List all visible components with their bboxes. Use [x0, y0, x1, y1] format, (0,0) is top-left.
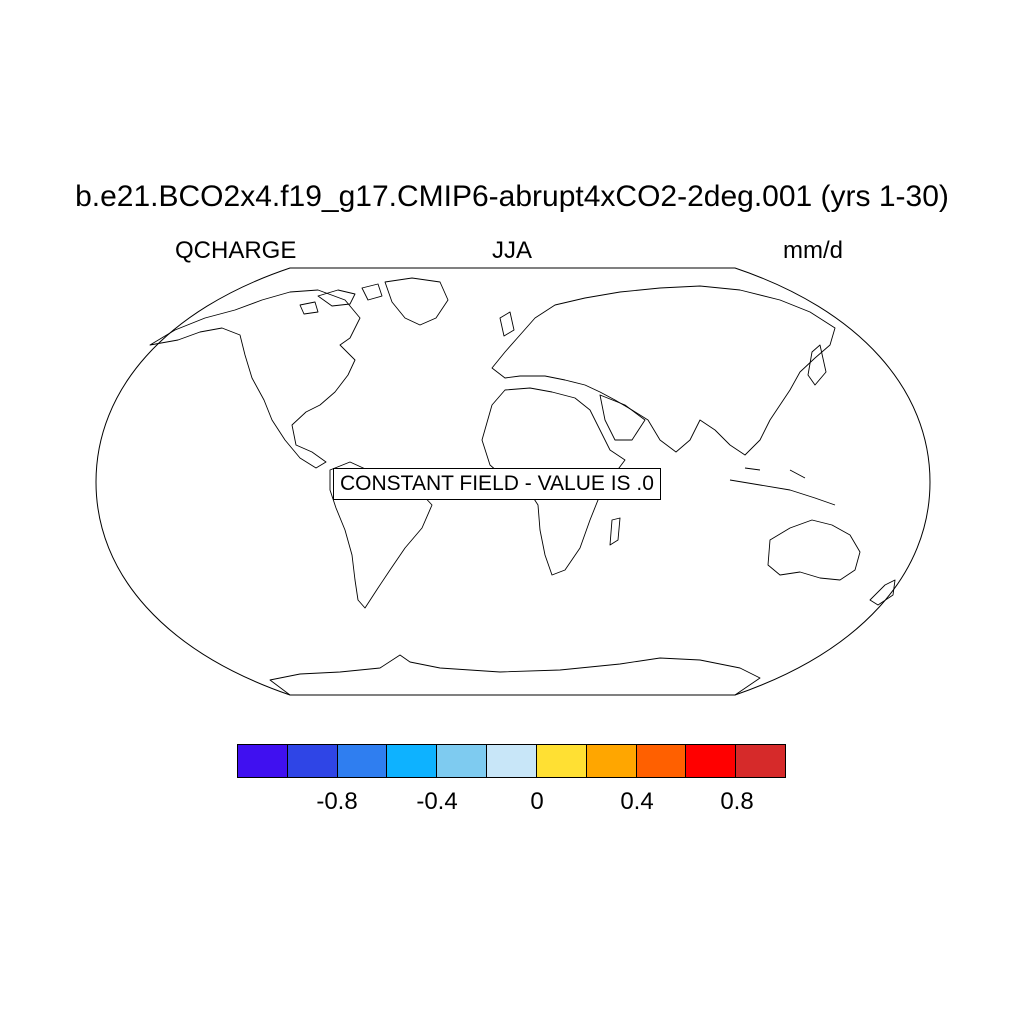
coastline-uk — [499, 311, 515, 337]
colorbar-tick: -0.8 — [316, 788, 358, 815]
constant-field-message: CONSTANT FIELD - VALUE IS .0 — [333, 468, 661, 500]
coastline-japan — [807, 344, 827, 386]
colorbar-tick: -0.4 — [416, 788, 458, 815]
coastline-arabia — [599, 394, 646, 441]
colorbar-tick: 0 — [530, 788, 544, 815]
units-label: mm/d — [783, 237, 843, 264]
colorbar-tick: 0.8 — [720, 788, 754, 815]
colorbar — [237, 744, 786, 778]
colorbar-box — [386, 744, 438, 778]
coastline-new-zealand — [869, 579, 896, 606]
colorbar-box — [735, 744, 786, 778]
colorbar-box — [535, 744, 587, 778]
colorbar-box — [336, 744, 388, 778]
coastline-north-america — [149, 289, 361, 469]
colorbar-box — [486, 744, 537, 778]
colorbar-box — [286, 744, 338, 778]
colorbar-tick: 0.4 — [620, 788, 654, 815]
coastline-eurasia — [491, 285, 836, 456]
colorbar-box — [635, 744, 687, 778]
coastline-arctic-islands — [299, 283, 383, 315]
variable-label: QCHARGE — [175, 237, 297, 264]
colorbar-box — [585, 744, 637, 778]
figure-title: b.e21.BCO2x4.f19_g17.CMIP6-abrupt4xCO2-2… — [75, 180, 949, 213]
coastline-greenland — [384, 277, 449, 326]
colorbar-box — [237, 744, 288, 778]
coastline-antarctica — [269, 654, 761, 696]
coastline-australia — [767, 519, 861, 581]
colorbar-box — [436, 744, 488, 778]
season-label: JJA — [491, 237, 532, 264]
coastline-indonesia — [729, 467, 836, 506]
coastline-madagascar — [609, 517, 621, 546]
colorbar-box — [685, 744, 737, 778]
